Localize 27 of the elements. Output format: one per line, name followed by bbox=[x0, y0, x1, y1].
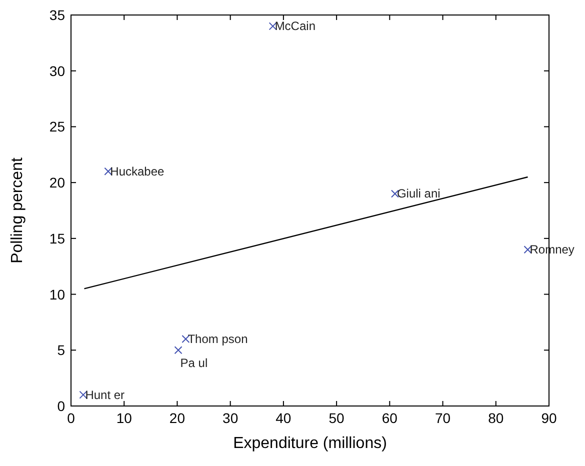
annotation: McCain bbox=[274, 19, 316, 34]
annotation: Thom pson bbox=[188, 332, 248, 346]
y-tick-label: 0 bbox=[57, 398, 66, 414]
x-tick-label: 0 bbox=[67, 410, 76, 426]
x-tick-label: 30 bbox=[222, 410, 238, 426]
x-tick-label: 80 bbox=[488, 410, 504, 426]
y-axis-title: Polling percent bbox=[9, 157, 26, 264]
x-tick-label: 10 bbox=[116, 410, 132, 426]
y-tick-label: 15 bbox=[49, 230, 66, 246]
x-tick-label: 20 bbox=[169, 410, 186, 426]
annotation: Giuli ani bbox=[396, 186, 440, 201]
y-tick-label: 35 bbox=[49, 7, 66, 23]
x-tick-label: 70 bbox=[434, 410, 451, 426]
x-tick-label: 50 bbox=[328, 410, 345, 426]
x-tick-label: 40 bbox=[276, 410, 292, 426]
annotation: Hunt er bbox=[85, 388, 125, 402]
y-tick-label: 5 bbox=[57, 342, 66, 358]
annotation: Huckabee bbox=[110, 164, 165, 178]
point bbox=[174, 346, 182, 354]
x-tick-label: 60 bbox=[382, 410, 398, 426]
x-tick-label: 90 bbox=[541, 410, 557, 426]
annotation: Pa ul bbox=[180, 356, 208, 370]
y-tick-label: 10 bbox=[49, 286, 66, 302]
y-tick-label: 20 bbox=[49, 174, 66, 191]
y-tick-label: 30 bbox=[49, 62, 66, 79]
x-axis-title: Expenditure (millions) bbox=[233, 435, 387, 452]
y-tick-label: 25 bbox=[49, 118, 66, 135]
